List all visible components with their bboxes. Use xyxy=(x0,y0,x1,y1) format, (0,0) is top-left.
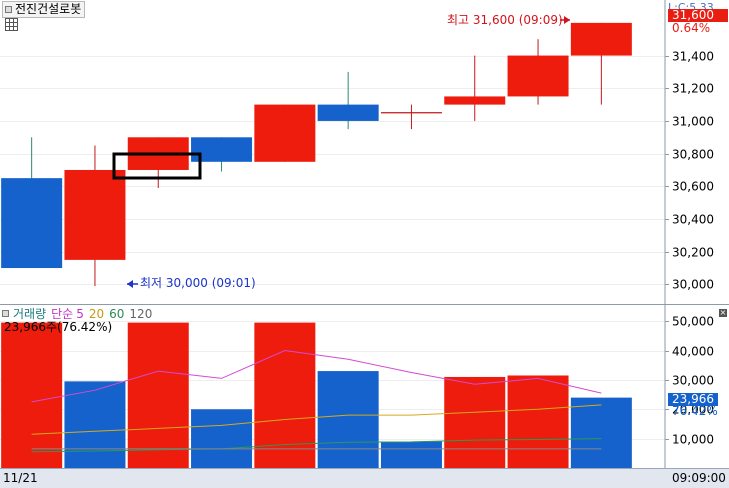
legend-ma: 단순 xyxy=(51,307,74,321)
candle-body[interactable] xyxy=(1,178,63,269)
ma-line-60 xyxy=(31,438,602,453)
current-volume: 23,966 xyxy=(672,392,714,406)
price-tick-label: 31,400 xyxy=(672,50,714,64)
price-tick-label: 30,400 xyxy=(672,213,714,227)
volume-tick-label: 30,000 xyxy=(672,374,714,388)
volume-bar[interactable] xyxy=(570,397,632,468)
stock-title[interactable]: 전진건설로봇 xyxy=(2,1,86,18)
footer-time: 09:09:00 xyxy=(672,471,726,485)
legend-volume: 거래량 xyxy=(13,307,47,321)
selection-box xyxy=(112,152,202,180)
volume-tick-label: 50,000 xyxy=(672,315,714,329)
price-tick-label: 30,800 xyxy=(672,148,714,162)
volume-tick-label: 40,000 xyxy=(672,345,714,359)
candle-body[interactable] xyxy=(254,104,316,162)
time-axis-bar xyxy=(0,468,729,488)
volume-bar[interactable] xyxy=(507,375,569,468)
current-price: 31,600 xyxy=(672,8,714,22)
price-tick-label: 30,000 xyxy=(672,278,714,292)
volume-bar[interactable] xyxy=(444,376,506,468)
candle-body[interactable] xyxy=(64,169,126,260)
high-annotation: 최고 31,600 (09:09) xyxy=(447,13,563,27)
current-volume-badge xyxy=(668,393,718,406)
close-icon[interactable]: × xyxy=(719,308,727,317)
stock-name: 전진건설로봇 xyxy=(15,2,82,16)
low-annotation: 최저 30,000 (09:01) xyxy=(140,276,256,290)
volume-tick-label: 10,000 xyxy=(672,433,714,447)
ma-line-5 xyxy=(31,349,602,403)
legend-ma-60: 60 xyxy=(109,307,125,321)
volume-bar[interactable] xyxy=(127,322,189,468)
current-volume-ratio: 76.42% xyxy=(672,404,718,418)
volume-bar[interactable] xyxy=(380,441,442,468)
volume-current-text: 23,966주(76.42%) xyxy=(4,320,113,334)
candle-body[interactable] xyxy=(570,22,632,56)
volume-bar[interactable] xyxy=(1,322,63,468)
volume-tick-label: 20,000 xyxy=(672,403,714,417)
price-tick-label: 31,000 xyxy=(672,115,714,129)
low-marker xyxy=(127,280,138,288)
footer-date: 11/21 xyxy=(3,471,38,485)
price-tick-label: 30,200 xyxy=(672,246,714,260)
volume-bar[interactable] xyxy=(191,409,253,468)
legend-ma-5: 5 xyxy=(76,307,84,321)
ma-line-20 xyxy=(31,404,602,435)
volume-bar[interactable] xyxy=(64,381,126,468)
price-tick-label: 30,600 xyxy=(672,180,714,194)
volume-legend: 거래량 단순 5 20 60 120 xyxy=(2,308,157,321)
collapse-icon[interactable] xyxy=(5,6,12,13)
legend-ma-20: 20 xyxy=(88,307,105,321)
candle-body[interactable] xyxy=(444,96,506,105)
volume-bar[interactable] xyxy=(317,371,379,468)
legend-collapse-icon[interactable] xyxy=(2,310,9,317)
current-change: 0.64% xyxy=(672,21,711,35)
price-tick-label: 31,200 xyxy=(672,82,714,96)
grid-icon[interactable] xyxy=(5,18,18,31)
high-marker xyxy=(560,16,570,24)
legend-ma-120: 120 xyxy=(129,307,153,321)
current-price-badge xyxy=(668,9,728,22)
candle-body[interactable] xyxy=(317,104,379,121)
candle-body[interactable] xyxy=(507,55,569,97)
